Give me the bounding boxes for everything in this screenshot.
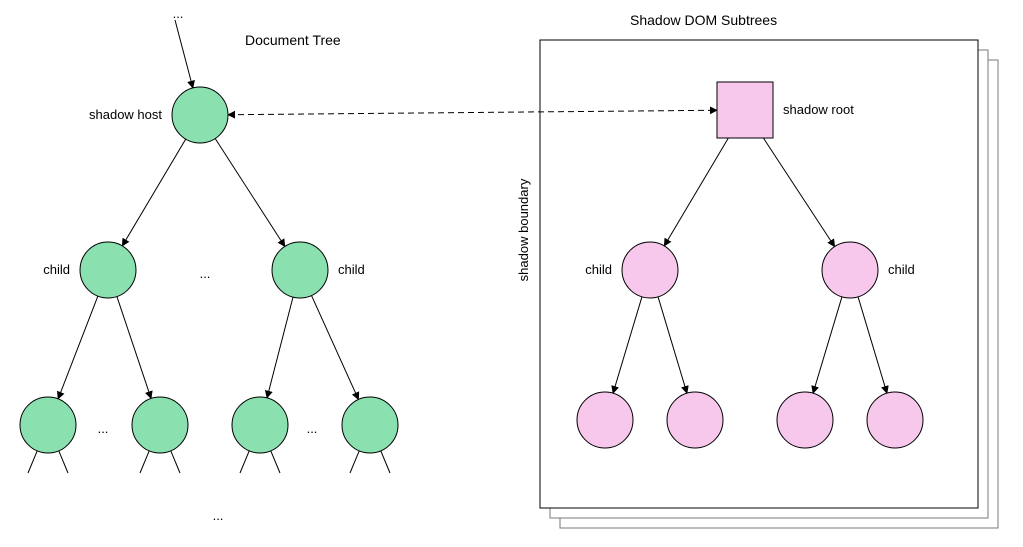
title-document-tree: Document Tree xyxy=(245,32,341,48)
edge xyxy=(175,20,193,88)
stub xyxy=(381,451,390,473)
node-g4 xyxy=(342,397,398,453)
node-label-host: shadow host xyxy=(89,107,162,122)
node-host xyxy=(172,87,228,143)
ellipsis: ... xyxy=(307,421,318,436)
node-label-sc1: child xyxy=(585,262,612,277)
edge xyxy=(58,296,98,399)
node-sg2 xyxy=(667,392,723,448)
edge xyxy=(215,139,285,247)
node-sc1 xyxy=(622,242,678,298)
ellipsis: ... xyxy=(213,508,224,523)
node-root xyxy=(717,82,773,138)
stub xyxy=(28,451,37,473)
node-c2 xyxy=(272,242,328,298)
stub xyxy=(350,451,359,473)
ellipsis: ... xyxy=(200,266,211,281)
node-label-sc2: child xyxy=(888,262,915,277)
node-sc2 xyxy=(822,242,878,298)
edge xyxy=(267,297,293,398)
node-label-c1: child xyxy=(43,262,70,277)
shadow-boundary-label: shadow boundary xyxy=(516,178,531,281)
node-g1 xyxy=(20,397,76,453)
node-sg3 xyxy=(777,392,833,448)
stub xyxy=(59,451,68,473)
stub xyxy=(240,451,249,473)
stub xyxy=(171,451,180,473)
node-sg4 xyxy=(867,392,923,448)
node-label-root: shadow root xyxy=(783,102,854,117)
node-c1 xyxy=(80,242,136,298)
node-label-c2: child xyxy=(338,262,365,277)
stub xyxy=(271,451,280,473)
edge xyxy=(312,296,359,400)
node-g3 xyxy=(232,397,288,453)
edge xyxy=(117,297,151,399)
edge xyxy=(122,139,185,246)
ellipsis: ... xyxy=(173,6,184,21)
node-sg1 xyxy=(577,392,633,448)
title-shadow-subtrees: Shadow DOM Subtrees xyxy=(630,12,777,28)
node-g2 xyxy=(132,397,188,453)
ellipsis: ... xyxy=(98,421,109,436)
stub xyxy=(140,451,149,473)
